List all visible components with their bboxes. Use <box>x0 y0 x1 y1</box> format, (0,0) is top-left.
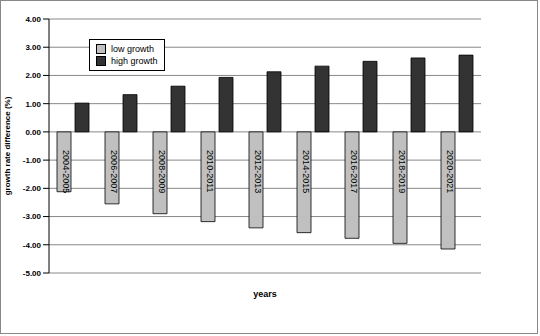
svg-text:2020-2021: 2020-2021 <box>445 150 455 193</box>
svg-text:3.00: 3.00 <box>25 43 41 52</box>
html-text:low growth: low growth <box>111 44 154 54</box>
svg-text:years: years <box>253 289 277 299</box>
svg-text:-2.00: -2.00 <box>23 184 42 193</box>
svg-text:-3.00: -3.00 <box>23 212 42 221</box>
svg-text:-5.00: -5.00 <box>23 269 42 278</box>
svg-text:2016-2017: 2016-2017 <box>349 150 359 193</box>
svg-text:2004-2005: 2004-2005 <box>61 150 71 193</box>
svg-text:2018-2019: 2018-2019 <box>397 150 407 193</box>
svg-text:4.00: 4.00 <box>25 15 41 24</box>
svg-text:2012-2013: 2012-2013 <box>253 150 263 193</box>
svg-text:growth rate difference (%): growth rate difference (%) <box>8 96 12 195</box>
svg-text:2014-2015: 2014-2015 <box>301 150 311 193</box>
svg-text:-4.00: -4.00 <box>23 241 42 250</box>
svg-text:2.00: 2.00 <box>25 71 41 80</box>
html-text:high growth: high growth <box>111 56 158 66</box>
svg-text:2006-2007: 2006-2007 <box>109 150 119 193</box>
svg-text:2010-2011: 2010-2011 <box>205 150 215 192</box>
svg-text:2008-2009: 2008-2009 <box>157 150 167 193</box>
svg-text:0.00: 0.00 <box>25 128 41 137</box>
svg-text:1.00: 1.00 <box>25 100 41 109</box>
svg-text:-1.00: -1.00 <box>23 156 42 165</box>
